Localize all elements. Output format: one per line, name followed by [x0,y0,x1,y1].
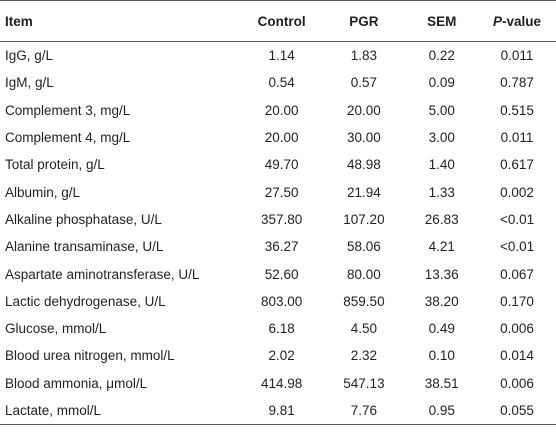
table-row: Glucose, mmol/L 6.18 4.50 0.49 0.006 [0,315,556,342]
table-row: Blood ammonia, μmol/L 414.98 547.13 38.51 0.… [0,370,556,397]
table-cell: Aspartate aminotransferase, U/L [5,266,200,282]
header-cell: P-value [478,0,556,42]
table-cell: 58.06 [347,239,381,255]
table-cell: 5.00 [428,102,455,118]
table-cell: 13.36 [424,266,459,282]
table-cell: 0.002 [500,184,534,200]
table-cell: Complement 3, mg/L [5,102,131,118]
table-row: Aspartate aminotransferase, U/L 52.60 80.0… [0,260,556,287]
table-cell: IgG, g/L [5,48,54,64]
table-cell: 4.50 [350,321,378,337]
table-cell: 6.18 [268,321,295,337]
table-cell: <0.01 [499,211,535,227]
table-cell: 0.006 [500,321,534,337]
table-cell: Lactate, mmol/L [0,396,241,426]
table-cell: 547.13 [343,375,385,391]
table-cell: 20.00 [264,102,299,118]
table-cell: 9.81 [240,396,323,426]
table-cell: 21.94 [347,184,381,200]
header-cell: Item [0,0,241,42]
table-cell: 80.00 [347,266,381,282]
table-cell: 38.20 [424,293,459,309]
table-cell: 0.170 [500,293,534,309]
table-row: Total protein, g/L 49.70 48.98 1.40 0.617 [0,151,556,178]
table-cell: 0.014 [500,348,534,364]
table-cell: 4.21 [428,239,455,255]
table-cell: 414.98 [260,375,303,391]
table-cell: 2.32 [350,348,378,364]
table-cell: 0.515 [500,102,534,118]
table-row: IgG, g/L 1.14 1.83 0.22 0.011 [0,42,556,70]
table-cell: Complement 4, mg/L [5,130,131,146]
table-cell: 0.49 [428,321,455,337]
table-cell: Blood ammonia, μmol/L [5,375,148,391]
table-cell: 1.40 [428,157,455,173]
table-cell: 803.00 [260,293,303,309]
table-cell: 49.70 [264,157,299,173]
table-cell: 1.14 [268,48,295,64]
table-cell: IgM, g/L [5,75,54,91]
table-cell: 0.067 [500,266,534,282]
table-cell: 27.50 [264,184,299,200]
table-cell: 7.76 [322,396,406,426]
table-row: Blood urea nitrogen, mmol/L 2.02 2.32 0.10 0… [0,342,556,369]
table-row: Alanine transaminase, U/L 36.27 58.06 4.21 <… [0,233,556,260]
table-cell: 0.95 [405,396,479,426]
table-cell: Glucose, mmol/L [5,321,107,337]
table-cell: 107.20 [343,211,385,227]
table-cell: Alkaline phosphatase, U/L [5,211,162,227]
table-cell: <0.01 [499,239,535,255]
table-cell: 0.011 [500,48,534,64]
table-header: Item Control PGR SEM P-value [0,0,556,42]
table-cell: 52.60 [264,266,299,282]
header-cell: PGR [322,0,406,42]
table-cell: 0.787 [500,75,534,91]
table-cell: 1.83 [350,48,378,64]
table-cell: 48.98 [347,157,381,173]
table-cell: 0.22 [428,48,455,64]
table-cell: 0.57 [350,75,378,91]
table-row: Complement 4, mg/L 20.00 30.00 3.00 0.011 [0,124,556,151]
table-cell: Total protein, g/L [5,157,105,173]
table-cell: Lactic dehydrogenase, U/L [5,293,166,309]
table-row: IgM, g/L 0.54 0.57 0.09 0.787 [0,69,556,96]
table-cell: Albumin, g/L [5,184,81,200]
table-row: Complement 3, mg/L 20.00 20.00 5.00 0.515 [0,97,556,124]
table-cell: 0.006 [500,375,534,391]
header-row: Item Control PGR SEM P-value [0,0,556,42]
header-cell: Control [240,0,323,42]
table-cell: 2.02 [268,348,295,364]
table-cell: 20.00 [347,102,381,118]
table-body: IgG, g/L 1.14 1.83 0.22 0.011 IgM, g/L 0.54 0.5… [0,42,556,426]
table-row: Lactic dehydrogenase, U/L 803.00 859.50 38.… [0,288,556,315]
table-cell: 0.54 [268,75,295,91]
table-cell: 26.83 [424,211,459,227]
table-cell: 0.055 [478,396,556,426]
table-cell: 3.00 [428,130,455,146]
table-cell: 859.50 [343,293,385,309]
table-cell: 30.00 [347,130,381,146]
table-cell: 36.27 [264,239,299,255]
table-cell: 0.09 [428,75,455,91]
table-cell: 0.10 [428,348,455,364]
table-cell: 0.011 [500,130,534,146]
table-cell: 20.00 [264,130,299,146]
header-cell: SEM [405,0,479,42]
table-cell: 1.33 [428,184,455,200]
table-row: Lactate, mmol/L 9.81 7.76 0.95 0.055 [0,396,556,426]
table-cell: Alanine transaminase, U/L [5,239,164,255]
table-row: Alkaline phosphatase, U/L 357.80 107.20 26.… [0,206,556,233]
table-cell: 38.51 [424,375,459,391]
table-cell: Blood urea nitrogen, mmol/L [5,348,175,364]
table-cell: 0.617 [500,157,534,173]
table-row: Albumin, g/L 27.50 21.94 1.33 0.002 [0,178,556,205]
table-cell: 357.80 [260,211,303,227]
